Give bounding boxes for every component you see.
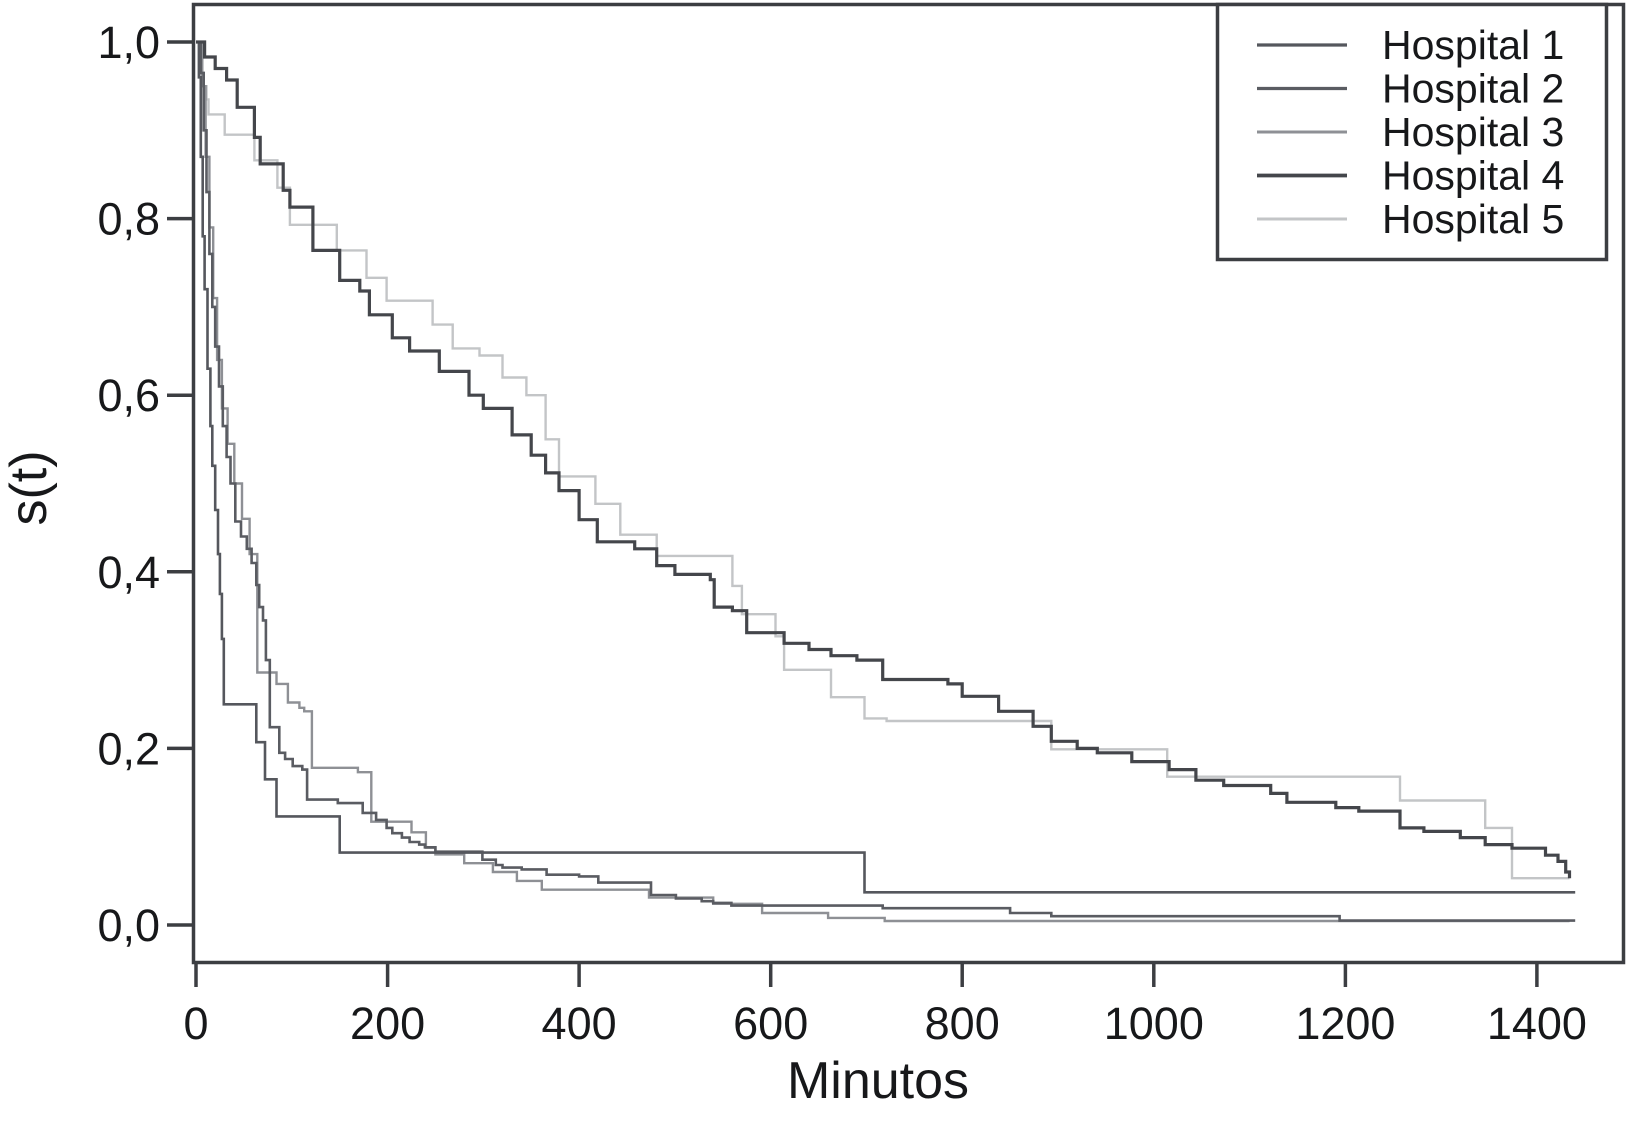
x-tick-label: 800	[925, 998, 1000, 1049]
y-tick-label: 0,4	[97, 547, 160, 598]
legend-label-hospital-2: Hospital 2	[1382, 66, 1564, 112]
x-tick-label: 0	[183, 998, 208, 1049]
survival-curves	[196, 40, 1576, 923]
survival-curve-hospital-4	[196, 40, 1572, 879]
survival-curve-hospital-5	[196, 40, 1570, 880]
x-tick-label: 600	[733, 998, 808, 1049]
x-tick-label: 200	[350, 998, 425, 1049]
x-tick-label: 1400	[1487, 998, 1587, 1049]
plot-border	[191, 2, 1626, 965]
legend-label-hospital-5: Hospital 5	[1382, 196, 1564, 242]
legend-label-hospital-3: Hospital 3	[1382, 109, 1564, 155]
x-axis-title: Minutos	[787, 1052, 969, 1110]
y-axis-title: s(t)	[0, 450, 58, 525]
y-axis: 0,0 0,2 0,4 0,6 0,8 1,0	[97, 17, 193, 951]
y-tick-label: 1,0	[97, 17, 160, 68]
x-tick-label: 1200	[1295, 998, 1395, 1049]
y-tick-label: 0,0	[97, 900, 160, 951]
x-tick-label: 1000	[1104, 998, 1204, 1049]
legend-label-hospital-1: Hospital 1	[1382, 22, 1564, 68]
survival-curve-hospital-1	[196, 40, 1576, 894]
y-tick-label: 0,2	[97, 723, 160, 774]
legend-label-hospital-4: Hospital 4	[1382, 153, 1564, 199]
y-tick-label: 0,6	[97, 370, 160, 421]
x-axis: 0 200 400 600 800 1000 1200 1400	[183, 963, 1587, 1049]
y-tick-label: 0,8	[97, 194, 160, 245]
x-tick-label: 400	[542, 998, 617, 1049]
survival-curve-hospital-2	[196, 40, 1576, 922]
